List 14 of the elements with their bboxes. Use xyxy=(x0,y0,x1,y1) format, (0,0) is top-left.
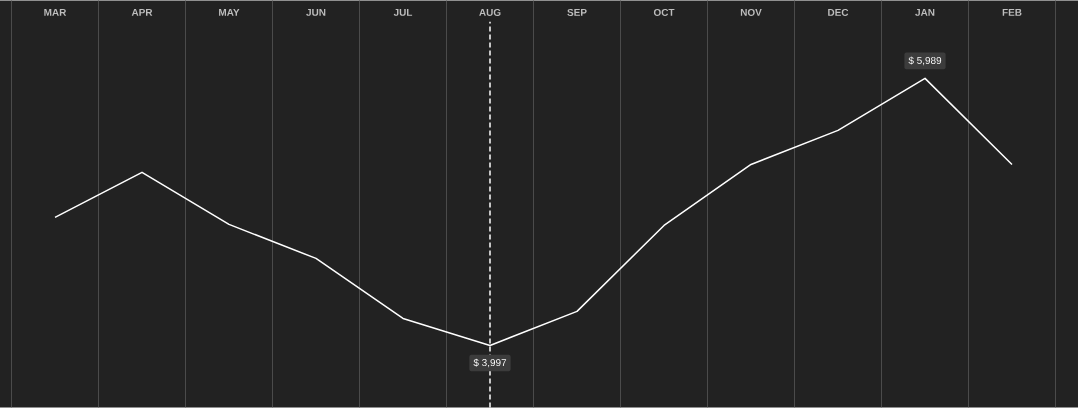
x-tick-label: JAN xyxy=(915,8,935,16)
x-tick-label: MAR xyxy=(44,8,67,16)
x-tick-label: MAY xyxy=(219,8,240,16)
x-tick-label: DEC xyxy=(828,8,849,16)
data-label: $ 5,989 xyxy=(908,56,942,66)
x-tick-label: APR xyxy=(131,8,153,16)
x-tick-label: NOV xyxy=(740,8,762,16)
x-tick-label: AUG xyxy=(479,8,501,16)
x-tick-label: JUN xyxy=(306,8,326,16)
x-tick-label: OCT xyxy=(653,8,675,16)
x-tick-label: FEB xyxy=(1002,8,1022,16)
data-label: $ 3,997 xyxy=(473,358,507,368)
x-tick-label: SEP xyxy=(567,8,587,16)
x-tick-label: JUL xyxy=(393,8,413,16)
